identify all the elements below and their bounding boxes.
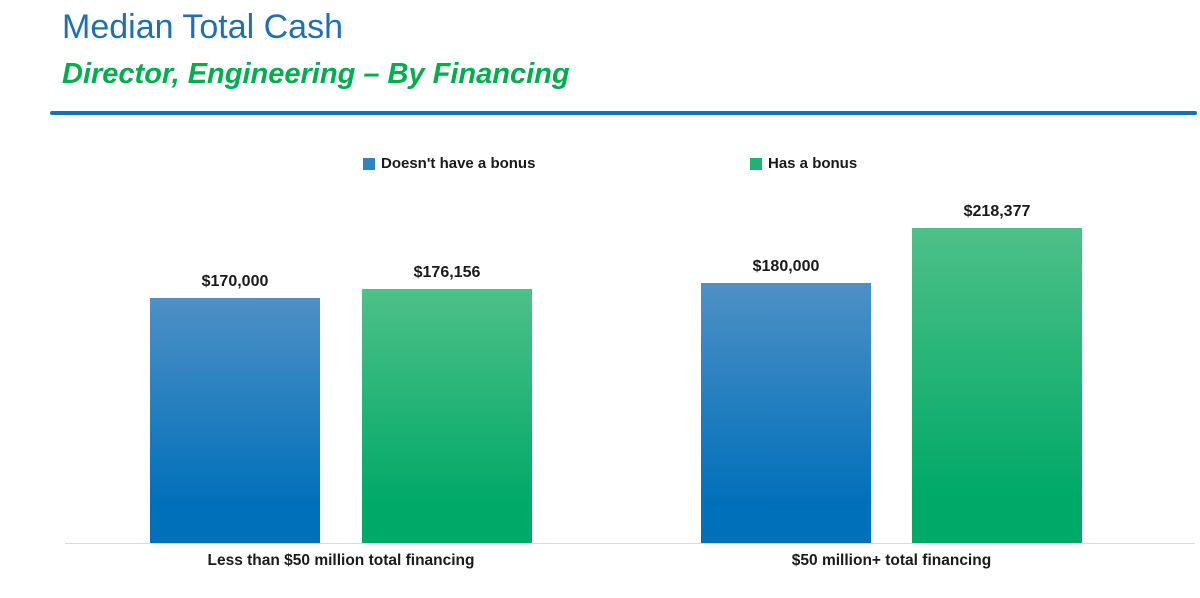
category-label-lt50m: Less than $50 million total financing [207,552,475,569]
chart-title: Median Total Cash [62,8,343,46]
legend-marker-blue-icon [363,157,375,170]
value-label-no-bonus-50m-plus: $180,000 [752,258,820,275]
value-label-has-bonus-lt50m: $176,156 [413,264,481,281]
legend-item-doesnt-have-bonus: Doesn't have a bonus [363,155,535,172]
legend-marker-green-icon [750,157,762,170]
title-divider [50,111,1197,115]
x-axis-line [65,543,1195,544]
plot-area: $170,000 $176,156 $180,000 $218,377 [0,203,1200,543]
bar-no-bonus-lt50m: $170,000 [150,273,320,543]
bar-has-bonus-lt50m: $176,156 [362,264,532,543]
category-label-50m-plus: $50 million+ total financing [791,552,992,569]
legend-label-doesnt-have-bonus: Doesn't have a bonus [381,155,536,172]
bar-has-bonus-50m-plus: $218,377 [912,203,1082,543]
bar-no-bonus-50m-plus: $180,000 [701,258,871,543]
value-label-has-bonus-50m-plus: $218,377 [963,203,1031,220]
value-label-no-bonus-lt50m: $170,000 [201,273,269,290]
legend-label-has-bonus: Has a bonus [768,155,858,172]
chart-subtitle: Director, Engineering – By Financing [62,58,570,90]
legend-item-has-bonus: Has a bonus [750,155,857,172]
